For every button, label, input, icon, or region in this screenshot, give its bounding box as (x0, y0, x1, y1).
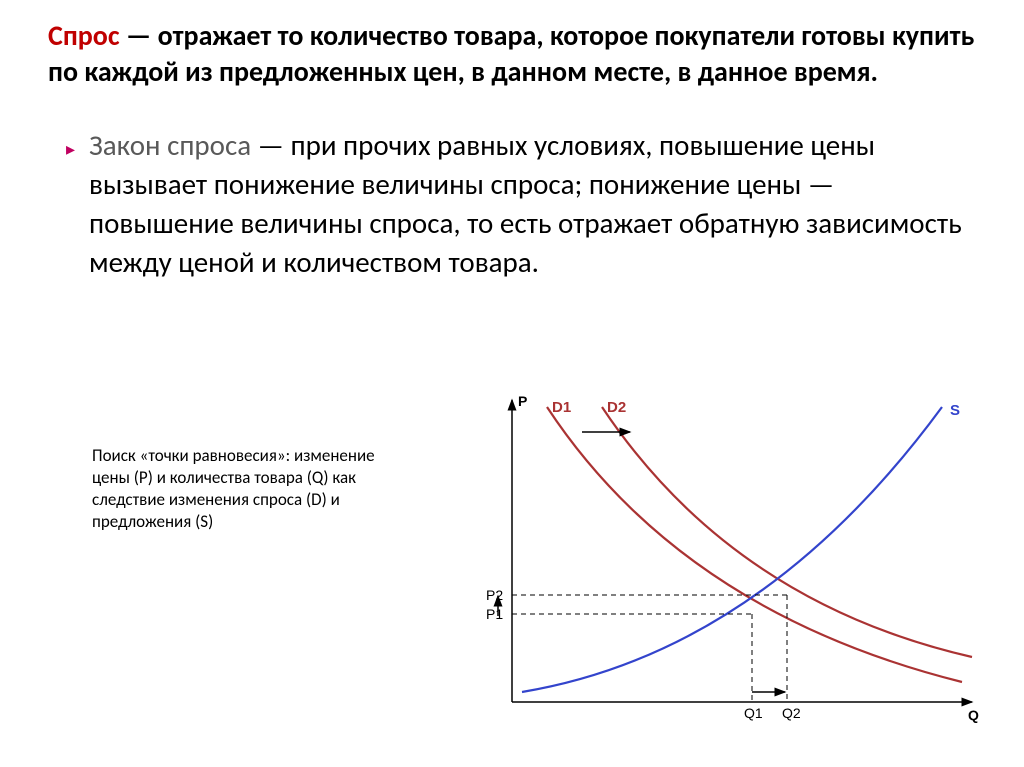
bullet-block: ▸ Закон спроса — при прочих равных услов… (40, 126, 984, 283)
chart-svg: P Q D1 D2 S P1 P2 Q1 Q2 (432, 392, 982, 742)
chart-caption: Поиск «точки равновесия»: изменение цены… (92, 445, 392, 533)
svg-text:Q2: Q2 (782, 705, 801, 721)
svg-text:P1: P1 (486, 606, 503, 622)
supply-demand-chart: P Q D1 D2 S P1 P2 Q1 Q2 (432, 392, 982, 752)
svg-text:P: P (518, 393, 527, 409)
bullet-marker-icon: ▸ (66, 138, 75, 160)
slide-title: Спрос — отражает то количество товара, к… (40, 18, 984, 91)
bullet-lead: Закон спроса (89, 127, 251, 163)
svg-text:D2: D2 (607, 399, 626, 416)
svg-text:Q1: Q1 (744, 705, 763, 721)
title-rest: — отражает то количество товара, которое… (48, 18, 974, 89)
svg-text:D1: D1 (552, 399, 571, 416)
svg-text:S: S (950, 402, 960, 419)
svg-text:Q: Q (968, 707, 979, 723)
title-accent: Спрос (48, 18, 120, 53)
svg-text:P2: P2 (486, 587, 503, 603)
bullet-text: Закон спроса — при прочих равных условия… (89, 126, 984, 283)
